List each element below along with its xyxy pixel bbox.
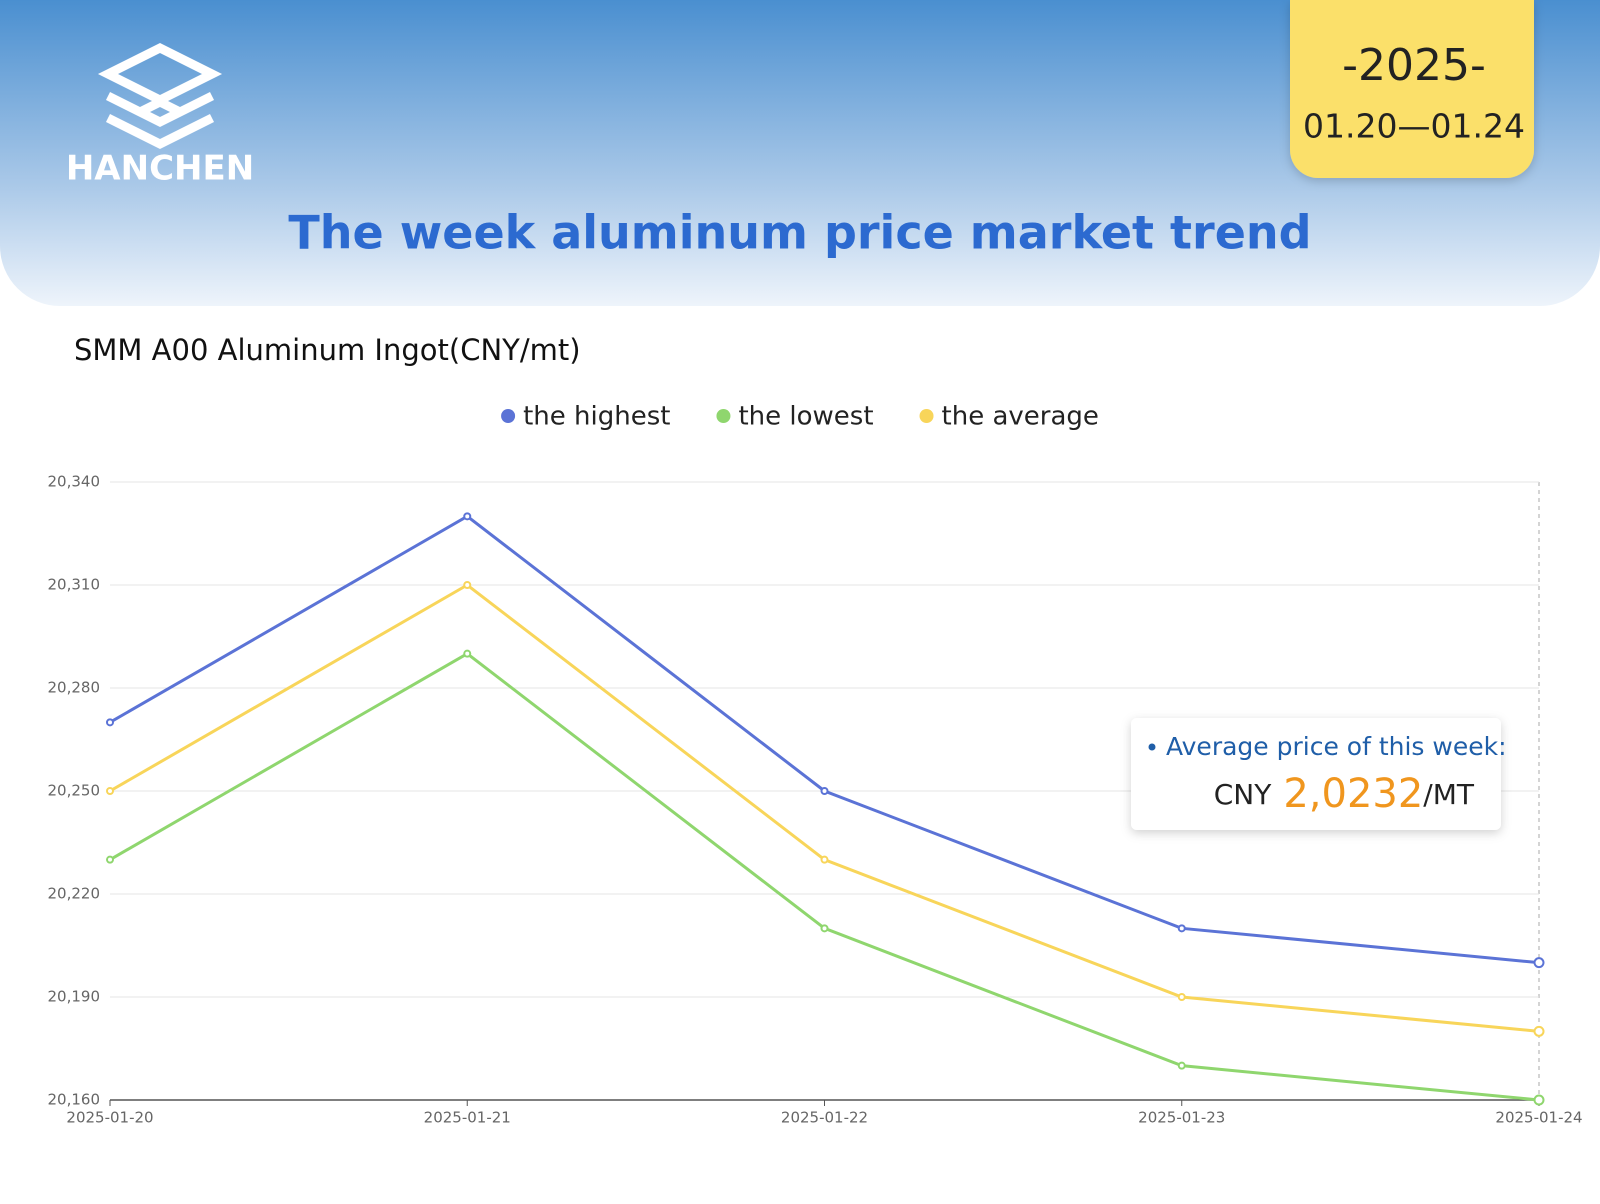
x-tick-label: 2025-01-23	[1138, 1109, 1225, 1127]
year: -2025-	[1342, 40, 1486, 91]
annotation-suffix: /MT	[1423, 778, 1475, 811]
y-tick-label: 20,160	[48, 1091, 101, 1109]
data-point	[463, 581, 472, 589]
data-point	[820, 855, 829, 864]
data-point	[1533, 957, 1545, 969]
annotation: Average price of this week: CNY 2,0232/MT	[1131, 718, 1507, 830]
legend-marker	[716, 409, 731, 423]
data-point	[1177, 993, 1186, 1001]
chart-title: SMM A00 Aluminum Ingot(CNY/mt)	[74, 333, 581, 367]
annotation-box	[1131, 718, 1501, 830]
date-box	[1290, 0, 1534, 178]
page-title: The week aluminum price market trend	[288, 206, 1311, 260]
legend: the highest the lowest the average	[501, 402, 1099, 432]
data-point	[1533, 1094, 1545, 1106]
x-tick-label: 2025-01-22	[781, 1109, 868, 1127]
y-tick-label: 20,280	[48, 679, 101, 697]
data-point	[463, 512, 472, 521]
x-tick-label: 2025-01-21	[424, 1109, 511, 1127]
logo	[97, 42, 223, 150]
logo-text: HANCHEN	[66, 149, 254, 189]
legend-marker	[919, 409, 934, 423]
data-point	[820, 787, 829, 795]
y-tick-label: 20,190	[48, 988, 101, 1006]
legend-label: the lowest	[738, 402, 873, 432]
data-point	[1177, 1061, 1186, 1070]
y-tick-label: 20,220	[48, 885, 101, 903]
data-point	[106, 787, 114, 795]
data-point	[463, 649, 472, 658]
x-tick-label: 2025-01-20	[66, 1109, 153, 1127]
date-range: 01.20—01.24	[1303, 107, 1525, 146]
data-point	[1533, 1025, 1545, 1037]
annotation-price: CNY 2,0232/MT	[1214, 771, 1475, 817]
legend-marker	[501, 409, 516, 423]
legend-label: the highest	[523, 402, 670, 432]
x-tick-label: 2025-01-24	[1495, 1109, 1582, 1127]
data-point	[106, 855, 114, 864]
annotation-prefix: CNY	[1214, 778, 1272, 811]
legend-label: the average	[942, 402, 1099, 432]
annotation-bullet	[1148, 743, 1156, 751]
header-band	[0, 0, 1600, 306]
y-tick-label: 20,310	[48, 576, 101, 594]
annotation-value: 2,0232	[1283, 771, 1423, 817]
annotation-label: Average price of this week:	[1166, 732, 1507, 761]
data-point	[820, 924, 829, 933]
y-tick-label: 20,250	[48, 782, 101, 800]
data-point	[1177, 924, 1186, 933]
y-tick-label: 20,340	[48, 473, 101, 491]
data-point	[106, 718, 114, 727]
